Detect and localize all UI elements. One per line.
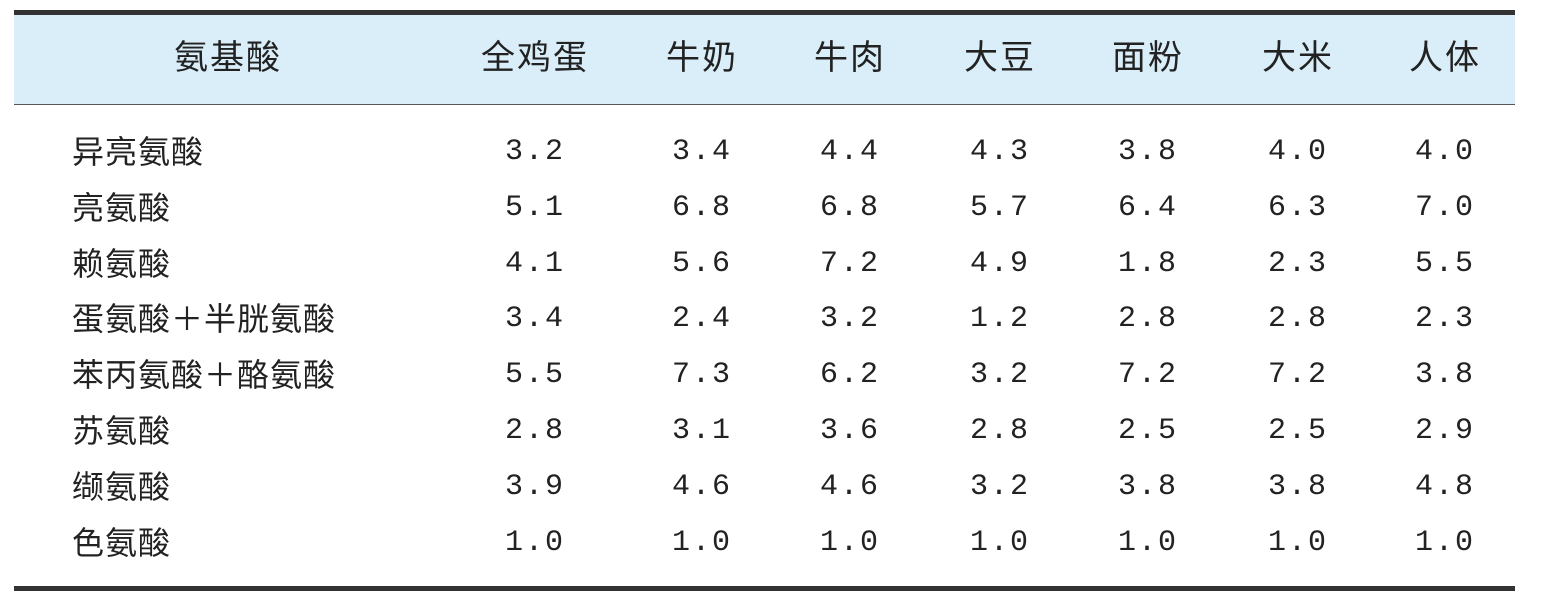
value-cell: 3.8 [1117,469,1179,504]
value-cell: 4.6 [819,469,881,504]
value-cell: 1.0 [1267,525,1329,560]
value-cell: 5.1 [504,190,566,225]
value-cell: 6.8 [671,190,733,225]
value-cell: 4.0 [1414,135,1476,169]
value-cell: 4.6 [671,469,733,504]
value-cell: 2.5 [1117,414,1179,448]
value-cell: 7.3 [671,358,733,393]
value-cell: 3.1 [671,414,733,448]
header-cell: 大豆 [964,38,1036,78]
value-cell: 3.2 [819,302,881,337]
row-label: 缬氨酸 [72,467,172,506]
value-cell: 4.1 [504,246,566,281]
header-cell: 牛奶 [666,38,738,78]
value-cell: 3.2 [969,358,1031,393]
row-label: 苏氨酸 [72,412,172,450]
row-label: 亮氨酸 [72,188,172,227]
row-label: 赖氨酸 [72,244,172,283]
value-cell: 2.3 [1414,302,1476,337]
bottom-rule [14,586,1515,591]
value-cell: 4.8 [1414,469,1476,504]
value-cell: 4.0 [1267,135,1329,169]
value-cell: 5.7 [969,190,1031,225]
value-cell: 4.4 [819,135,881,169]
value-cell: 7.2 [1267,358,1329,393]
value-cell: 6.4 [1117,190,1179,225]
value-cell: 7.2 [1117,358,1179,393]
value-cell: 2.8 [504,414,566,448]
header-cell: 人体 [1409,38,1481,78]
value-cell: 1.0 [819,525,881,560]
row-label: 苯丙氨酸＋酪氨酸 [72,356,337,395]
value-cell: 1.8 [1117,246,1179,281]
value-cell: 3.2 [504,135,566,169]
value-cell: 3.8 [1117,135,1179,169]
value-cell: 7.2 [819,246,881,281]
value-cell: 6.8 [819,190,881,225]
value-cell: 4.9 [969,246,1031,281]
value-cell: 2.5 [1267,414,1329,448]
header-background [14,15,1515,105]
value-cell: 1.0 [504,525,566,560]
value-cell: 2.8 [1117,302,1179,337]
header-cell: 大米 [1262,38,1334,78]
row-label: 异亮氨酸 [72,133,205,171]
value-cell: 3.2 [969,469,1031,504]
value-cell: 6.2 [819,358,881,393]
value-cell: 7.0 [1414,190,1476,225]
value-cell: 1.0 [671,525,733,560]
value-cell: 5.5 [1414,246,1476,281]
header-cell: 氨基酸 [174,38,282,78]
value-cell: 3.4 [671,135,733,169]
value-cell: 6.3 [1267,190,1329,225]
value-cell: 2.8 [1267,302,1329,337]
value-cell: 1.0 [1117,525,1179,560]
value-cell: 2.8 [969,414,1031,448]
value-cell: 3.9 [504,469,566,504]
row-label: 蛋氨酸＋半胱氨酸 [72,300,337,339]
value-cell: 1.0 [969,525,1031,560]
value-cell: 1.2 [969,302,1031,337]
header-cell: 面粉 [1112,38,1184,78]
value-cell: 4.3 [969,135,1031,169]
header-cell: 牛肉 [814,38,886,78]
value-cell: 3.8 [1267,469,1329,504]
value-cell: 5.6 [671,246,733,281]
value-cell: 1.0 [1414,525,1476,560]
value-cell: 5.5 [504,358,566,393]
value-cell: 3.8 [1414,358,1476,393]
row-label: 色氨酸 [72,523,172,562]
header-cell: 全鸡蛋 [481,38,589,78]
value-cell: 3.4 [504,302,566,337]
value-cell: 2.4 [671,302,733,337]
value-cell: 3.6 [819,414,881,448]
value-cell: 2.9 [1414,414,1476,448]
value-cell: 2.3 [1267,246,1329,281]
top-rule [14,10,1515,15]
